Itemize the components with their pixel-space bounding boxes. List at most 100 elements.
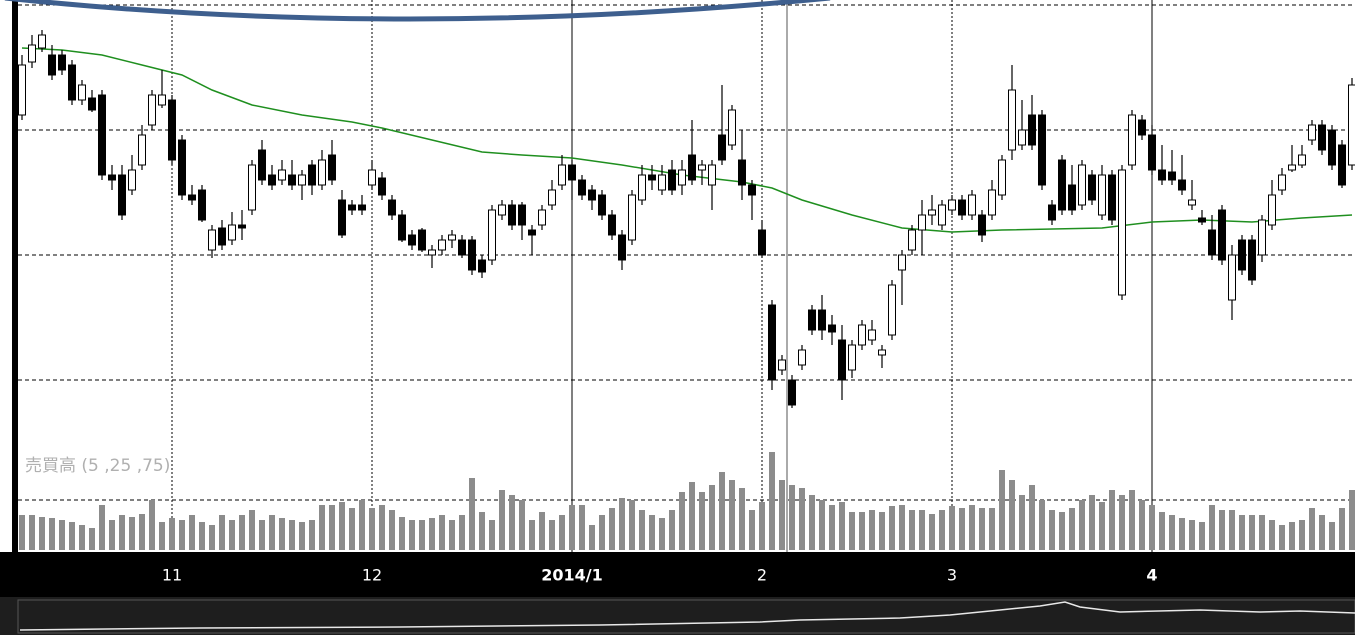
candle-body [378, 177, 386, 196]
volume-bar [569, 505, 575, 550]
volume-bar [1159, 512, 1165, 550]
volume-bar [219, 515, 225, 550]
candle-body [1078, 164, 1086, 206]
volume-bar [1059, 512, 1065, 550]
candle-body [878, 349, 886, 356]
volume-bar [179, 520, 185, 550]
candle-body [768, 304, 776, 381]
candle-body [208, 229, 216, 251]
volume-bar [809, 495, 815, 550]
candle-body [728, 109, 736, 146]
volume-bar [1219, 510, 1225, 550]
candle-body [188, 194, 196, 201]
volume-bar [229, 520, 235, 550]
candle-body [918, 214, 926, 231]
volume-bar [669, 510, 675, 550]
candle-body [408, 234, 416, 246]
volume-bar [1279, 525, 1285, 550]
volume-bar [1139, 500, 1145, 550]
candle-body [1228, 254, 1236, 301]
candle-body [338, 199, 346, 236]
volume-bar [729, 480, 735, 550]
candle-body [398, 214, 406, 241]
volume-bar [919, 510, 925, 550]
volume-bar [1069, 508, 1075, 550]
candle-body [158, 94, 166, 106]
candle-body [1238, 239, 1246, 271]
volume-bar [59, 520, 65, 550]
candle-body [298, 174, 306, 186]
volume-bar [1039, 500, 1045, 550]
volume-bar [769, 452, 775, 550]
volume-bar [349, 508, 355, 550]
candle-body [828, 324, 836, 333]
candle-body [888, 284, 896, 336]
candle-body [1148, 134, 1156, 171]
volume-bar [819, 500, 825, 550]
candle-body [708, 164, 716, 186]
volume-bar [649, 515, 655, 550]
candle-body [648, 174, 656, 181]
volume-bar [1019, 495, 1025, 550]
volume-bar [739, 488, 745, 550]
candle-body [228, 224, 236, 241]
volume-bar [1339, 508, 1345, 550]
volume-bar [409, 520, 415, 550]
volume-bar [99, 505, 105, 550]
candle-body [1008, 89, 1016, 151]
candle-body [1258, 219, 1266, 256]
volume-bar [1269, 520, 1275, 550]
candle-body [908, 229, 916, 251]
candle-body [1248, 239, 1256, 281]
candle-body [1218, 209, 1226, 261]
candle-body [1298, 154, 1306, 166]
volume-bar [589, 525, 595, 550]
volume-bar [789, 485, 795, 550]
volume-bar [949, 506, 955, 550]
candle-body [58, 54, 66, 71]
candle-body [848, 344, 856, 371]
volume-bar [369, 508, 375, 550]
volume-bar [389, 510, 395, 550]
candle-body [168, 99, 176, 161]
volume-bar [599, 515, 605, 550]
volume-bar [309, 520, 315, 550]
candle-body [278, 169, 286, 181]
volume-bar [989, 508, 995, 550]
volume-bar [149, 500, 155, 550]
candle-body [1058, 159, 1066, 211]
volume-bar [379, 505, 385, 550]
overview-line [19, 601, 1355, 631]
x-axis-band [0, 552, 1355, 597]
overview-frame [17, 599, 1355, 634]
candle-body [538, 209, 546, 226]
candle-body [1088, 174, 1096, 201]
volume-bar [359, 500, 365, 550]
candle-body [88, 97, 96, 111]
volume-bar [499, 490, 505, 550]
candle-body [808, 309, 816, 331]
candle-body [718, 134, 726, 161]
candle-body [1128, 114, 1136, 166]
volume-bar [749, 510, 755, 550]
candle-body [1268, 194, 1276, 226]
candle-body [658, 174, 666, 191]
volume-bar [559, 515, 565, 550]
volume-bar [1099, 502, 1105, 550]
volume-bar [249, 510, 255, 550]
volume-bar [109, 520, 115, 550]
volume-bar [1029, 485, 1035, 550]
candle-body [678, 169, 686, 186]
volume-bar [1009, 480, 1015, 550]
volume-bar [829, 505, 835, 550]
candle-body [218, 227, 226, 246]
candle-body [1208, 229, 1216, 256]
candle-body [358, 204, 366, 211]
volume-bar [719, 472, 725, 550]
volume-bar [169, 518, 175, 550]
volume-bar [859, 512, 865, 550]
volume-bar [189, 515, 195, 550]
candle-body [698, 164, 706, 171]
left-border [12, 0, 18, 552]
candle-body [938, 204, 946, 226]
